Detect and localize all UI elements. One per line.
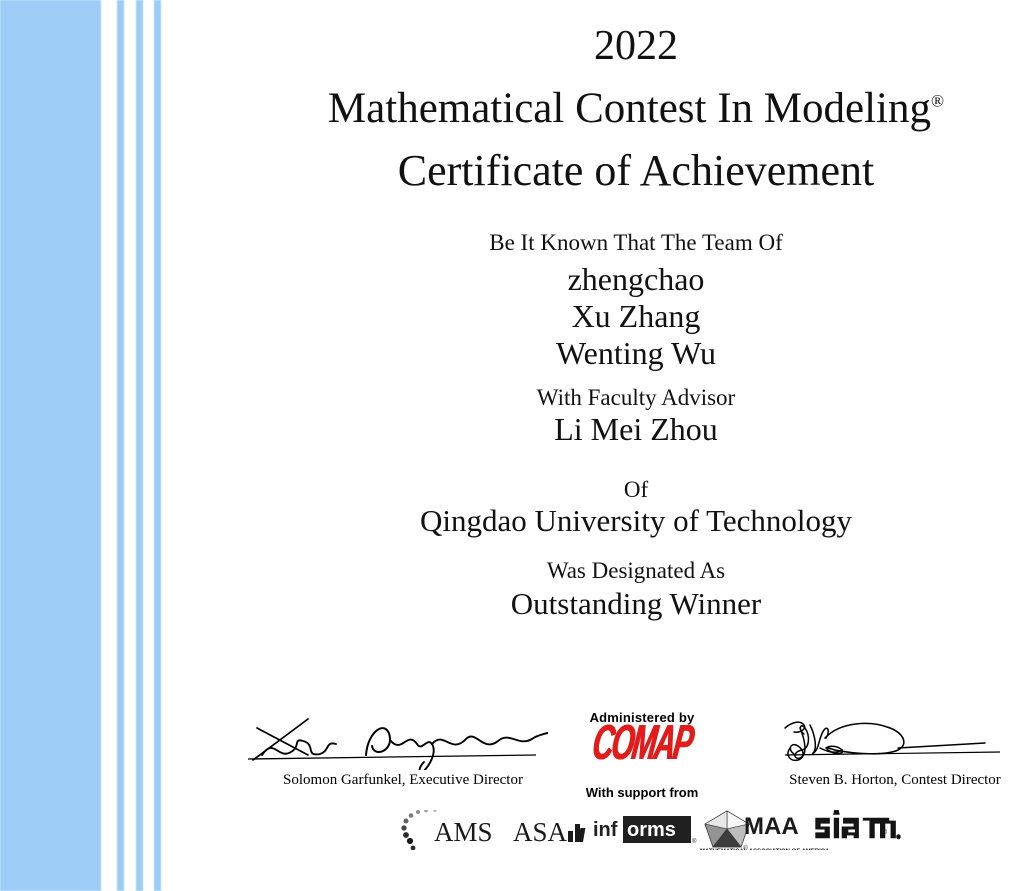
svg-text:MAA: MAA <box>744 813 799 840</box>
svg-text:orms: orms <box>627 819 676 841</box>
svg-text:AMS: AMS <box>434 817 493 847</box>
svg-text:®: ® <box>882 828 888 836</box>
svg-text:inf: inf <box>593 819 618 841</box>
svg-text:MATHEMATICAL ASSOCIATION OF AM: MATHEMATICAL ASSOCIATION OF AMERICA <box>700 849 830 850</box>
svg-text:ASA: ASA <box>513 817 568 847</box>
svg-text:®: ® <box>692 838 697 845</box>
